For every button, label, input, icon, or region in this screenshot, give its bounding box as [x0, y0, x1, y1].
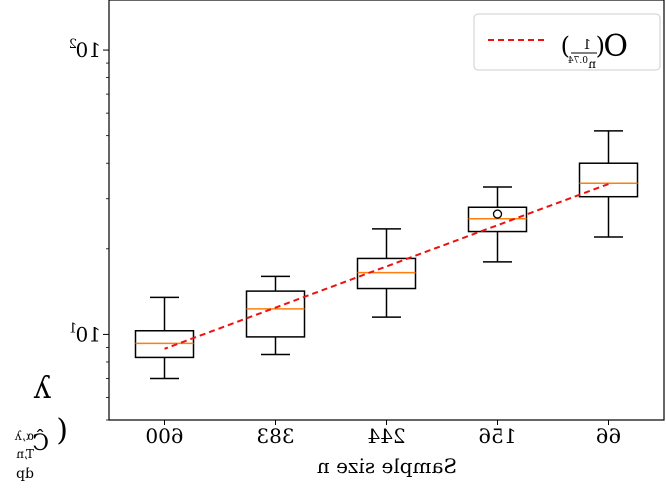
legend-label-numerator: 1 [583, 38, 591, 53]
x-tick-label-383: 383 [256, 424, 294, 448]
y-tick-label-10: 101 [69, 321, 101, 346]
y-axis-label-paren: ( [56, 413, 68, 448]
x-tick-label-156: 156 [478, 424, 516, 448]
legend-box [473, 13, 661, 71]
y-tick-base: 10 [76, 322, 101, 346]
y-tick-exp: 2 [69, 37, 77, 52]
y-axis-label-dp: dp [16, 466, 34, 482]
box-group-383 [245, 275, 306, 356]
outlier-point [492, 209, 503, 219]
trend-line [164, 183, 609, 350]
box-iqr [356, 257, 417, 290]
y-tick-label-100: 102 [69, 37, 101, 62]
legend-label-open-paren: ( [596, 32, 605, 60]
box-group-156 [467, 186, 528, 263]
x-axis-label: Sample size n [317, 454, 457, 478]
legend-trend-label: O ( 1 n 0.74 ) [561, 29, 628, 71]
box-group-66 [578, 130, 639, 238]
chart-marks [134, 130, 639, 380]
y-axis-label-lambda: λ [33, 371, 52, 406]
y-axis-label-sub: T,n [16, 447, 34, 461]
y-axis-label: λ ( Ĉ α,λ T,n dp [14, 371, 68, 482]
y-axis-label-sup: α,λ [14, 429, 34, 443]
box-iqr [245, 290, 306, 338]
legend-label-O: O [603, 29, 628, 64]
legend: O ( 1 n 0.74 ) [473, 13, 661, 71]
y-axis-label-C: Ĉ [32, 429, 49, 456]
x-tick-label-244: 244 [367, 424, 405, 448]
x-tick-label-600: 600 [145, 424, 183, 448]
legend-label-denominator-base: n [588, 57, 596, 71]
x-tick-label-66: 66 [596, 424, 621, 448]
legend-label-close-paren: ) [561, 32, 570, 60]
y-tick-exp: 1 [69, 321, 77, 336]
box-group-244 [356, 228, 417, 318]
y-tick-base: 10 [76, 38, 101, 62]
box-iqr [578, 162, 639, 198]
legend-label-denominator-exp: 0.74 [568, 56, 588, 66]
box-group-600 [134, 296, 195, 380]
